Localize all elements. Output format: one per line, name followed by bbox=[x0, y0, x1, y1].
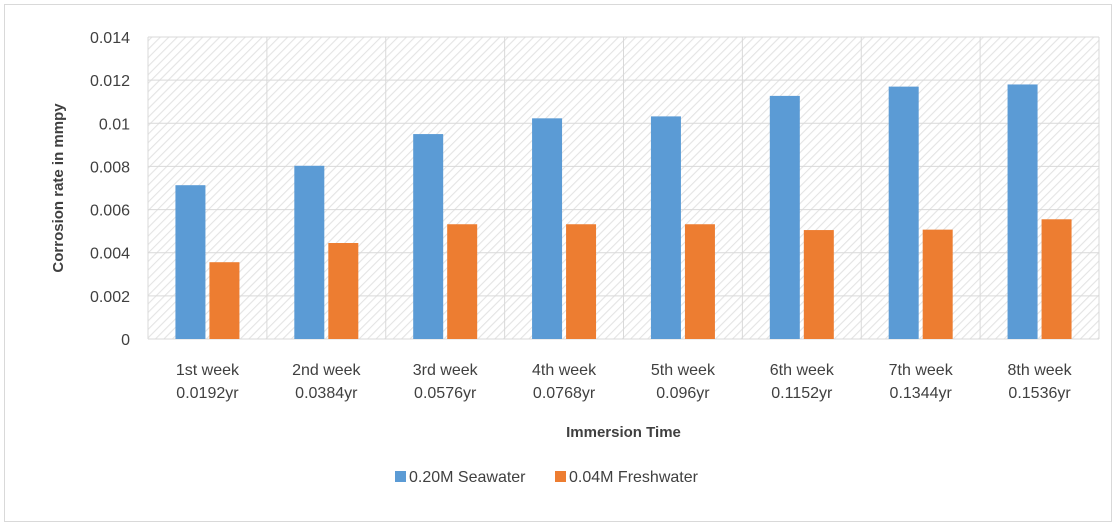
y-tick-label: 0.006 bbox=[90, 203, 130, 220]
bar-series-1 bbox=[175, 185, 206, 339]
bar-series-1 bbox=[769, 95, 800, 339]
x-tick-label: 7th week bbox=[889, 362, 954, 379]
bar-series-1 bbox=[888, 86, 919, 339]
x-tick-label: 0.0384yr bbox=[295, 385, 358, 402]
legend: 0.20M Seawater 0.04M Freshwater bbox=[395, 469, 699, 486]
x-tick-label: 1st week bbox=[176, 362, 240, 379]
bar-series-1 bbox=[413, 134, 444, 339]
bar-series-1 bbox=[1007, 84, 1038, 339]
bar-series-1 bbox=[650, 116, 681, 339]
legend-label-1: 0.20M Seawater bbox=[409, 469, 526, 486]
x-tick-label: 8th week bbox=[1008, 362, 1073, 379]
y-axis-ticks: 0 0.002 0.004 0.006 0.008 0.01 0.012 0.014 bbox=[90, 30, 130, 349]
bar-series-2 bbox=[209, 262, 240, 339]
chart-frame: 0 0.002 0.004 0.006 0.008 0.01 0.012 0.014 1st … bbox=[4, 4, 1112, 522]
x-tick-label: 0.1536yr bbox=[1008, 385, 1071, 402]
x-tick-label: 0.096yr bbox=[656, 385, 710, 402]
x-tick-label: 3rd week bbox=[413, 362, 479, 379]
x-tick-label: 0.1152yr bbox=[771, 385, 833, 402]
y-tick-label: 0.004 bbox=[90, 246, 130, 263]
bar-series-2 bbox=[566, 224, 597, 339]
y-tick-label: 0.008 bbox=[90, 159, 130, 176]
x-tick-label: 4th week bbox=[532, 362, 597, 379]
bar-series-1 bbox=[532, 118, 563, 340]
legend-swatch-1 bbox=[395, 471, 406, 482]
bars bbox=[175, 84, 1072, 340]
x-tick-label: 0.1344yr bbox=[890, 385, 953, 402]
x-tick-label: 0.0768yr bbox=[533, 385, 596, 402]
x-tick-label: 0.0192yr bbox=[176, 385, 239, 402]
x-tick-label: 5th week bbox=[651, 362, 716, 379]
x-axis-title: Immersion Time bbox=[566, 424, 681, 441]
y-axis-title: Corrosion rate in mmpy bbox=[50, 103, 67, 273]
bar-chart: 0 0.002 0.004 0.006 0.008 0.01 0.012 0.014 1st … bbox=[50, 30, 1100, 486]
bar-series-1 bbox=[294, 165, 325, 339]
y-tick-label: 0 bbox=[121, 332, 130, 349]
bar-series-2 bbox=[922, 229, 953, 339]
y-tick-label: 0.01 bbox=[99, 116, 130, 133]
x-tick-label: 2nd week bbox=[292, 362, 361, 379]
bar-series-2 bbox=[328, 243, 359, 339]
bar-series-2 bbox=[803, 230, 834, 339]
x-axis-ticks: 1st week 0.0192yr 2nd week 0.0384yr 3rd week… bbox=[176, 362, 1073, 402]
y-tick-label: 0.014 bbox=[90, 30, 130, 47]
bar-series-2 bbox=[1041, 219, 1072, 339]
legend-label-2: 0.04M Freshwater bbox=[569, 469, 699, 486]
x-tick-label: 0.0576yr bbox=[414, 385, 477, 402]
y-tick-label: 0.002 bbox=[90, 289, 130, 306]
bar-series-2 bbox=[447, 224, 478, 339]
bar-series-2 bbox=[684, 224, 715, 339]
x-tick-label: 6th week bbox=[770, 362, 835, 379]
legend-swatch-2 bbox=[555, 471, 566, 482]
y-tick-label: 0.012 bbox=[90, 73, 130, 90]
